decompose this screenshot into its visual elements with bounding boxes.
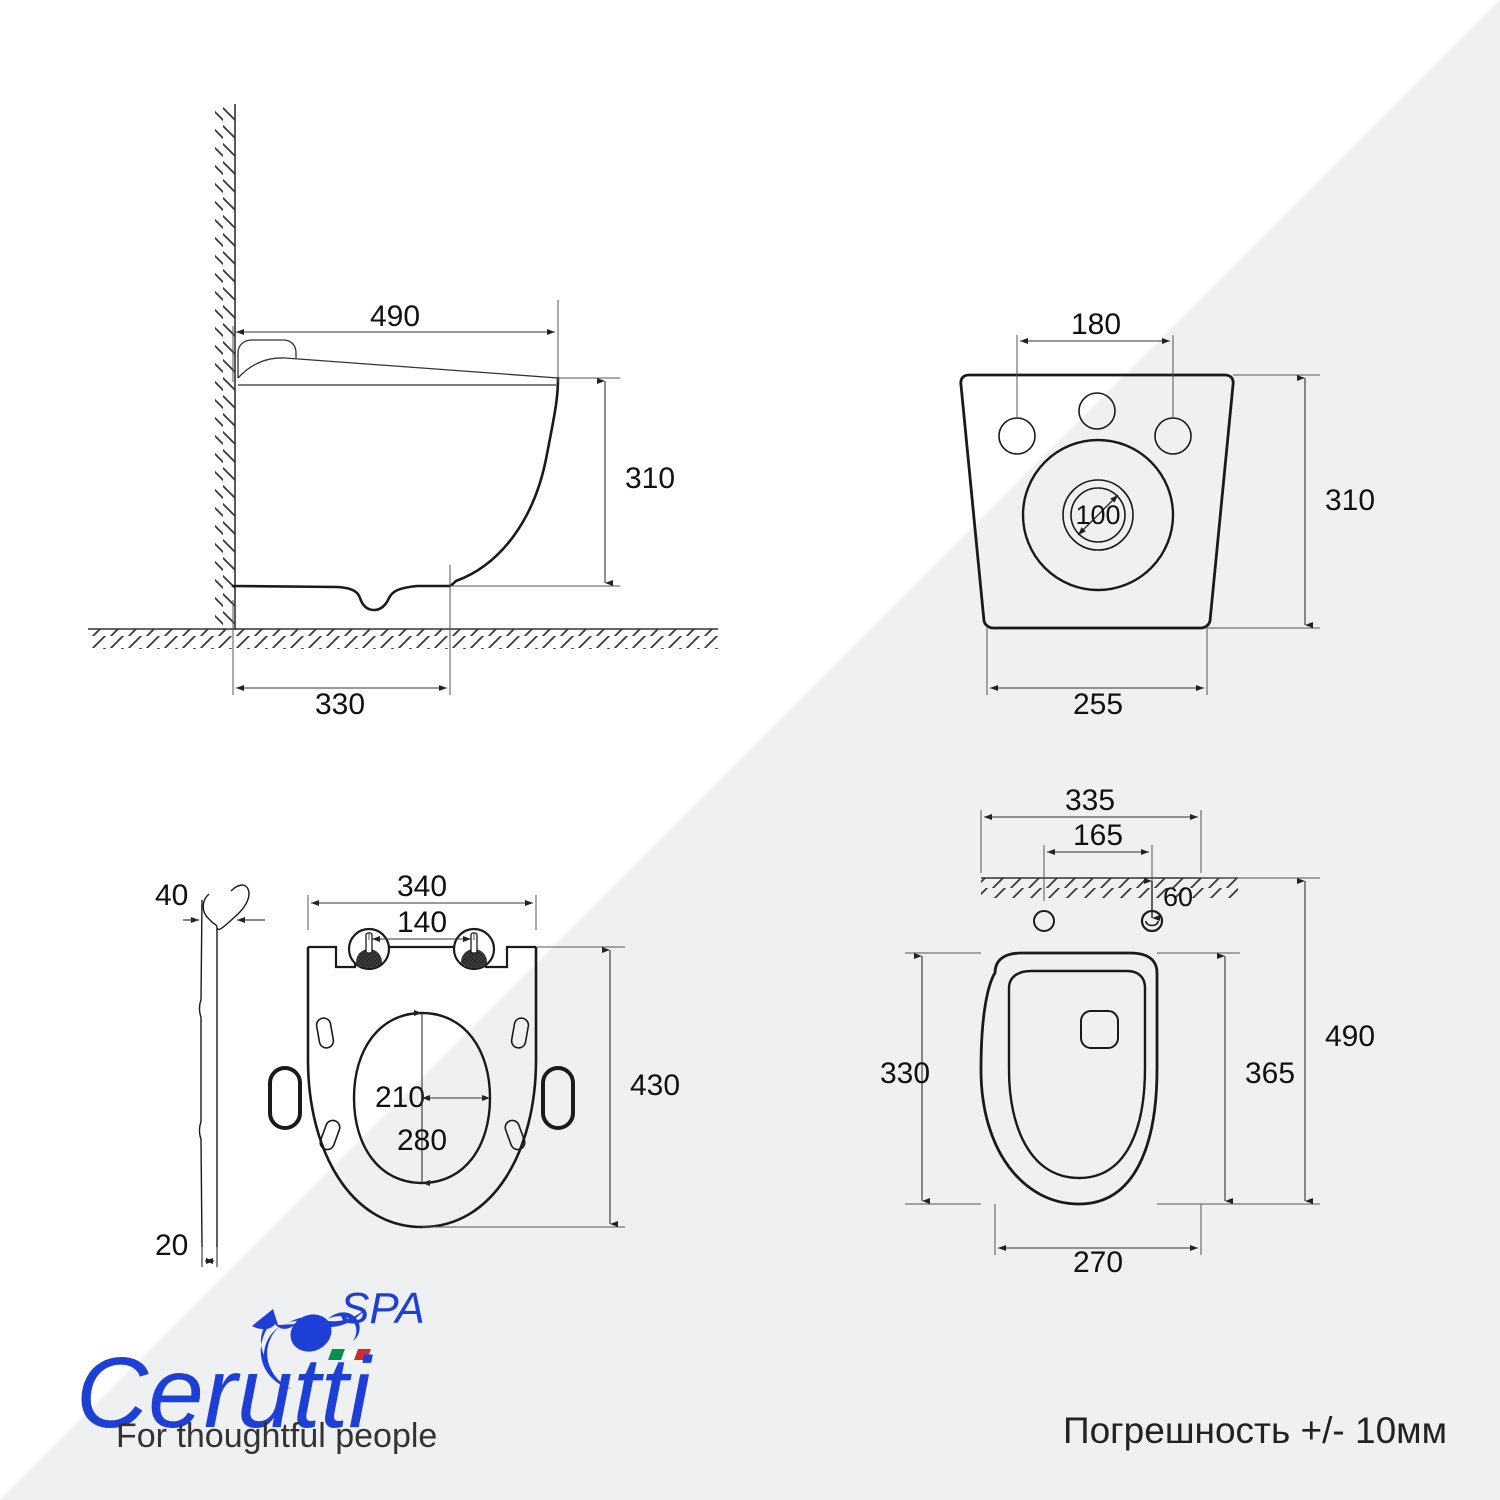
svg-text:255: 255 xyxy=(1073,688,1123,721)
svg-text:40: 40 xyxy=(155,879,188,912)
svg-text:SPA: SPA xyxy=(340,1284,425,1333)
svg-text:310: 310 xyxy=(625,462,675,495)
svg-text:330: 330 xyxy=(880,1057,930,1090)
svg-text:60: 60 xyxy=(1163,882,1193,912)
svg-text:180: 180 xyxy=(1071,308,1121,341)
svg-text:210: 210 xyxy=(375,1081,425,1114)
svg-text:165: 165 xyxy=(1073,819,1123,852)
svg-text:310: 310 xyxy=(1325,484,1375,517)
svg-text:340: 340 xyxy=(397,870,447,903)
svg-text:490: 490 xyxy=(370,300,420,333)
svg-text:280: 280 xyxy=(397,1124,447,1157)
svg-text:270: 270 xyxy=(1073,1246,1123,1279)
svg-text:490: 490 xyxy=(1325,1020,1375,1053)
svg-text:140: 140 xyxy=(397,906,447,939)
svg-text:335: 335 xyxy=(1065,784,1115,817)
svg-text:330: 330 xyxy=(315,688,365,721)
svg-text:Погрешность +/- 10мм: Погрешность +/- 10мм xyxy=(1063,1410,1447,1451)
svg-text:20: 20 xyxy=(155,1229,188,1262)
svg-text:For thoughtful people: For thoughtful people xyxy=(116,1417,437,1455)
svg-text:100: 100 xyxy=(1075,500,1120,530)
svg-text:430: 430 xyxy=(630,1069,680,1102)
svg-text:365: 365 xyxy=(1245,1057,1295,1090)
